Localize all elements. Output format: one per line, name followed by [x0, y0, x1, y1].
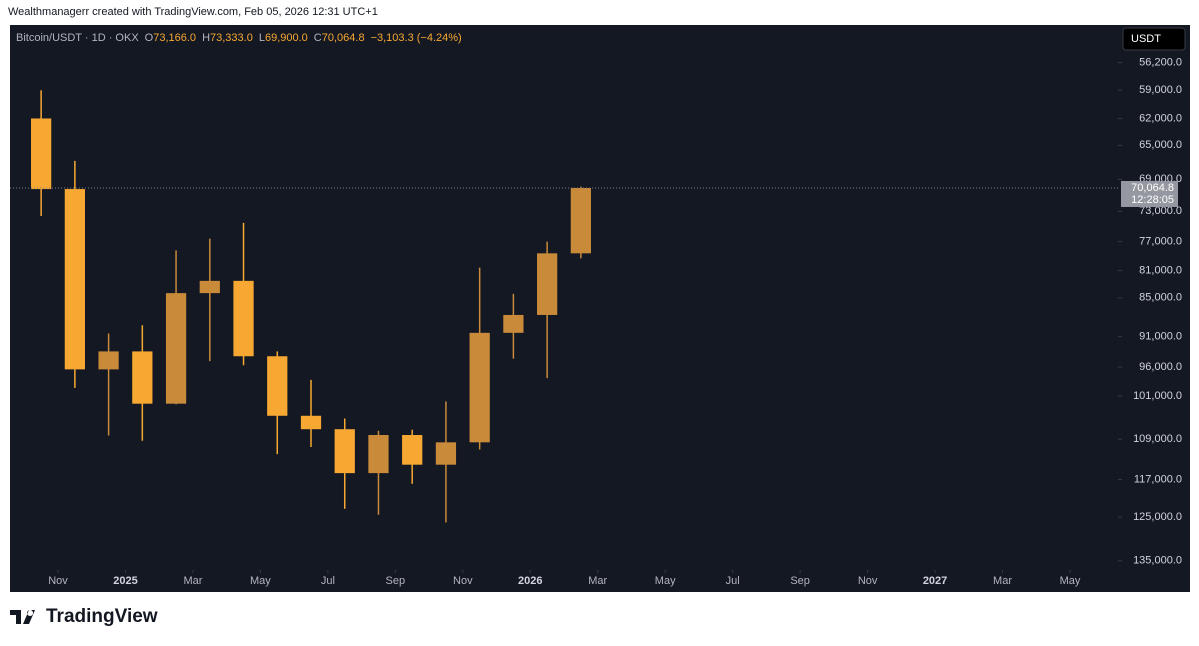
o-label: O [145, 32, 154, 44]
change: −3,103.3 (−4.24%) [371, 32, 462, 44]
currency[interactable]: USDT [1131, 33, 1161, 45]
price-label: 70,064.8 [1131, 182, 1174, 194]
y-tick-label: 101,000.0 [1133, 390, 1182, 402]
candle-body [503, 314, 524, 333]
y-tick-label: 77,000.0 [1139, 236, 1182, 248]
h-label: H [202, 32, 210, 44]
price-label-box [1121, 180, 1178, 207]
candle-body [334, 429, 355, 474]
low: 69,900.0 [265, 32, 308, 44]
candle-body [233, 280, 254, 357]
x-tick-label: Nov [858, 575, 878, 587]
y-tick-label: 73,000.0 [1139, 205, 1182, 217]
candle-body [98, 351, 119, 370]
y-tick-label: 62,000.0 [1139, 112, 1182, 124]
y-tick-label: 109,000.0 [1133, 433, 1182, 445]
x-tick-label: Jul [726, 575, 740, 587]
currency-box[interactable] [1122, 27, 1186, 51]
y-tick-label: 125,000.0 [1133, 511, 1182, 523]
price-countdown: 12:28:05 [1131, 194, 1174, 206]
x-tick-label: May [250, 575, 271, 587]
x-tick-label: 2025 [113, 575, 137, 587]
y-tick-label: 85,000.0 [1139, 292, 1182, 304]
candle-body [64, 189, 85, 370]
c-label: C [314, 32, 322, 44]
x-tick-label: May [655, 575, 676, 587]
x-tick-label: 2027 [923, 575, 947, 587]
open: 73,166.0 [153, 32, 196, 44]
x-tick-label: Mar [183, 575, 202, 587]
y-tick-label: 56,200.0 [1139, 57, 1182, 69]
candle-body [435, 442, 457, 465]
symbol: Bitcoin/USDT · 1D · OKX [16, 32, 139, 44]
y-tick-label: 81,000.0 [1139, 264, 1182, 276]
x-tick-label: Mar [588, 575, 607, 587]
high: 73,333.0 [210, 32, 253, 44]
x-tick-label: May [1060, 575, 1081, 587]
y-tick-label: 135,000.0 [1133, 555, 1182, 567]
chart-background [10, 25, 1190, 592]
logo-icon [10, 610, 35, 624]
logo: TradingView [10, 606, 158, 628]
candle-body [469, 332, 490, 443]
y-tick-label: 117,000.0 [1134, 473, 1182, 485]
x-tick-label: 2026 [518, 575, 542, 587]
x-tick-label: Sep [386, 575, 406, 587]
y-tick-label: 96,000.0 [1139, 361, 1182, 373]
candle-body [165, 293, 187, 404]
x-tick-label: Sep [790, 575, 810, 587]
chart: Bitcoin/USDT · 1D · OKX O73,166.0 H73,333.… [10, 25, 1190, 592]
candle-body [537, 253, 558, 315]
candle-body [199, 280, 220, 294]
candle-body [570, 187, 591, 254]
candle-body [31, 118, 52, 190]
brand: TradingView [46, 606, 158, 627]
attribution: Wealthmanagerr created with TradingView.… [8, 6, 378, 18]
legend-symbol: Bitcoin/USDT · 1D · OKX O73,166.0 H73,333.… [16, 32, 462, 44]
candle-body [368, 435, 389, 474]
x-tick-label: Nov [453, 575, 473, 587]
x-tick-label: Nov [48, 575, 68, 587]
candle-body [402, 435, 423, 465]
x-tick-label: Mar [993, 575, 1012, 587]
y-tick-label: 65,000.0 [1139, 139, 1182, 151]
x-tick-label: Jul [321, 575, 335, 587]
y-tick-label: 91,000.0 [1139, 331, 1182, 343]
candle-body [132, 351, 153, 404]
candle-body [300, 415, 322, 430]
candle-body [267, 356, 288, 416]
l-label: L [259, 32, 265, 44]
y-tick-label: 59,000.0 [1139, 84, 1182, 96]
close: 70,064.8 [322, 32, 365, 44]
